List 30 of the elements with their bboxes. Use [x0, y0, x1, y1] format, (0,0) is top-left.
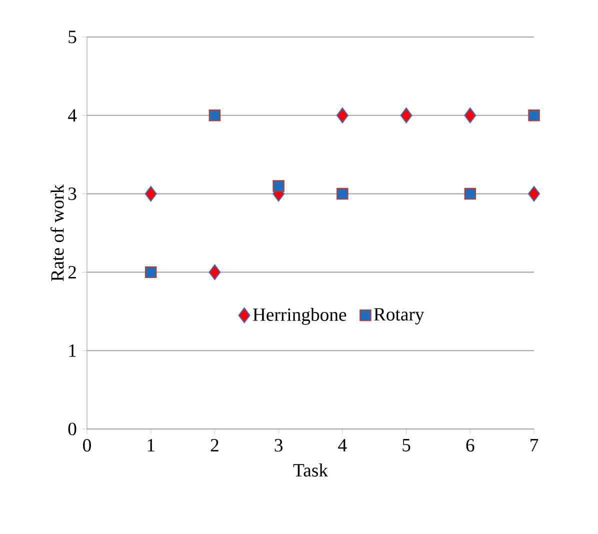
point	[272, 180, 284, 192]
point	[464, 188, 476, 200]
y-tick-label: 3	[68, 188, 76, 200]
legend-label: Herringbone	[252, 308, 346, 325]
point	[336, 108, 348, 124]
point	[400, 108, 412, 124]
point	[144, 186, 157, 202]
legend-label: Rotary	[374, 308, 424, 324]
x-tick-label: 4	[338, 439, 347, 452]
point	[528, 186, 540, 202]
y-tick-label: 2	[68, 266, 76, 278]
point	[336, 188, 348, 200]
y-axis-title: Rate of work	[50, 184, 64, 282]
y-tick-label: 5	[68, 30, 76, 44]
point	[528, 110, 540, 122]
y-tick-label: 1	[69, 344, 76, 357]
x-tick-label: 7	[530, 439, 538, 452]
point	[464, 108, 476, 124]
x-tick-label: 3	[274, 439, 283, 452]
point	[208, 264, 221, 280]
y-tick-label: 0	[68, 422, 76, 436]
x-tick-label: 0	[83, 439, 91, 452]
x-axis-title: Task	[293, 463, 328, 477]
point	[208, 110, 221, 122]
y-tick-label: 4	[68, 109, 77, 122]
x-tick-label: 1	[148, 439, 154, 452]
x-tick-label: 6	[466, 439, 474, 452]
x-tick-label: 2	[210, 439, 218, 452]
point	[144, 266, 157, 278]
x-tick-label: 5	[402, 439, 410, 452]
